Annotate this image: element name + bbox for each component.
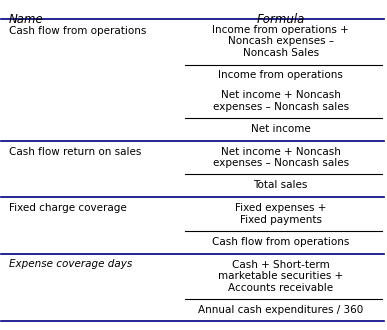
Text: Cash flow from operations: Cash flow from operations	[212, 237, 349, 247]
Text: Income from operations: Income from operations	[218, 70, 343, 80]
Text: Net income + Noncash
expenses – Noncash sales: Net income + Noncash expenses – Noncash …	[212, 147, 349, 168]
Text: Net income + Noncash
expenses – Noncash sales: Net income + Noncash expenses – Noncash …	[212, 90, 349, 112]
Text: Cash flow return on sales: Cash flow return on sales	[9, 147, 141, 157]
Text: Cash flow from operations: Cash flow from operations	[9, 26, 146, 36]
Text: Name: Name	[9, 13, 44, 26]
Text: Formula: Formula	[257, 13, 305, 26]
Text: Income from operations +
Noncash expenses –
Noncash Sales: Income from operations + Noncash expense…	[212, 25, 349, 58]
Text: Annual cash expenditures / 360: Annual cash expenditures / 360	[198, 305, 363, 315]
Text: Total sales: Total sales	[253, 180, 308, 190]
Text: Fixed charge coverage: Fixed charge coverage	[9, 203, 127, 213]
Text: Net income: Net income	[251, 124, 310, 134]
Text: Fixed expenses +
Fixed payments: Fixed expenses + Fixed payments	[235, 203, 326, 224]
Text: Cash + Short-term
marketable securities +
Accounts receivable: Cash + Short-term marketable securities …	[218, 260, 343, 293]
Text: Expense coverage days: Expense coverage days	[9, 259, 132, 269]
